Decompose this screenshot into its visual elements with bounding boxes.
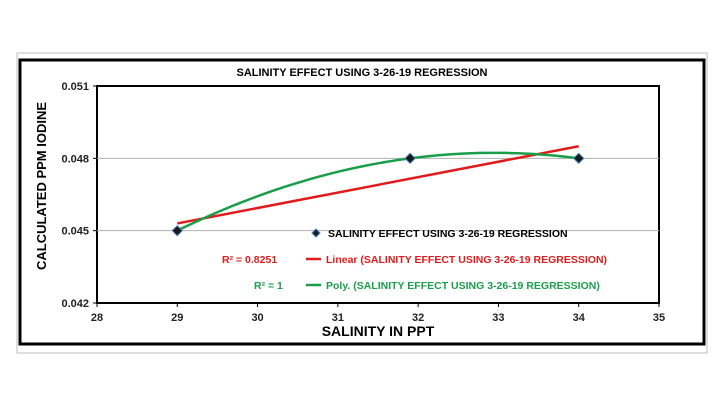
r2-linear-label: R² = 0.8251 <box>222 254 277 266</box>
x-tick-label: 33 <box>492 312 504 324</box>
y-tick-label: 0.051 <box>61 81 89 93</box>
legend-label-points: SALINITY EFFECT USING 3-26-19 REGRESSION <box>328 228 568 240</box>
y-tick-label: 0.048 <box>61 153 89 165</box>
data-point <box>171 224 183 237</box>
chart-title: SALINITY EFFECT USING 3-26-19 REGRESSION <box>236 67 487 79</box>
legend-marker-points <box>311 228 321 238</box>
data-point <box>573 152 585 165</box>
x-tick-label: 31 <box>332 312 344 324</box>
x-tick-label: 34 <box>573 312 586 324</box>
legend-label-linear: Linear (SALINITY EFFECT USING 3-26-19 RE… <box>326 254 607 266</box>
x-tick-label: 32 <box>412 312 424 324</box>
y-tick-label: 0.045 <box>61 226 89 238</box>
x-tick-label: 35 <box>653 312 665 324</box>
linear-trendline <box>177 145 579 225</box>
x-tick-label: 28 <box>91 312 103 324</box>
r2-poly-label: R² = 1 <box>254 280 283 292</box>
y-tick-label: 0.042 <box>61 298 89 310</box>
x-tick-label: 30 <box>251 312 263 324</box>
x-tick-label: 29 <box>171 312 183 324</box>
legend-label-poly: Poly. (SALINITY EFFECT USING 3-26-19 REG… <box>326 280 600 292</box>
poly-trendline <box>176 151 579 232</box>
plot-area: 0.042 0.045 0.048 0.051 28 29 30 31 32 33 34 35 SALI… <box>61 81 665 324</box>
plot-border <box>96 85 660 304</box>
y-axis-title: CALCULATED PPM IODINE <box>34 102 49 270</box>
x-axis-title: SALINITY IN PPT <box>322 323 435 339</box>
data-point <box>404 152 416 165</box>
